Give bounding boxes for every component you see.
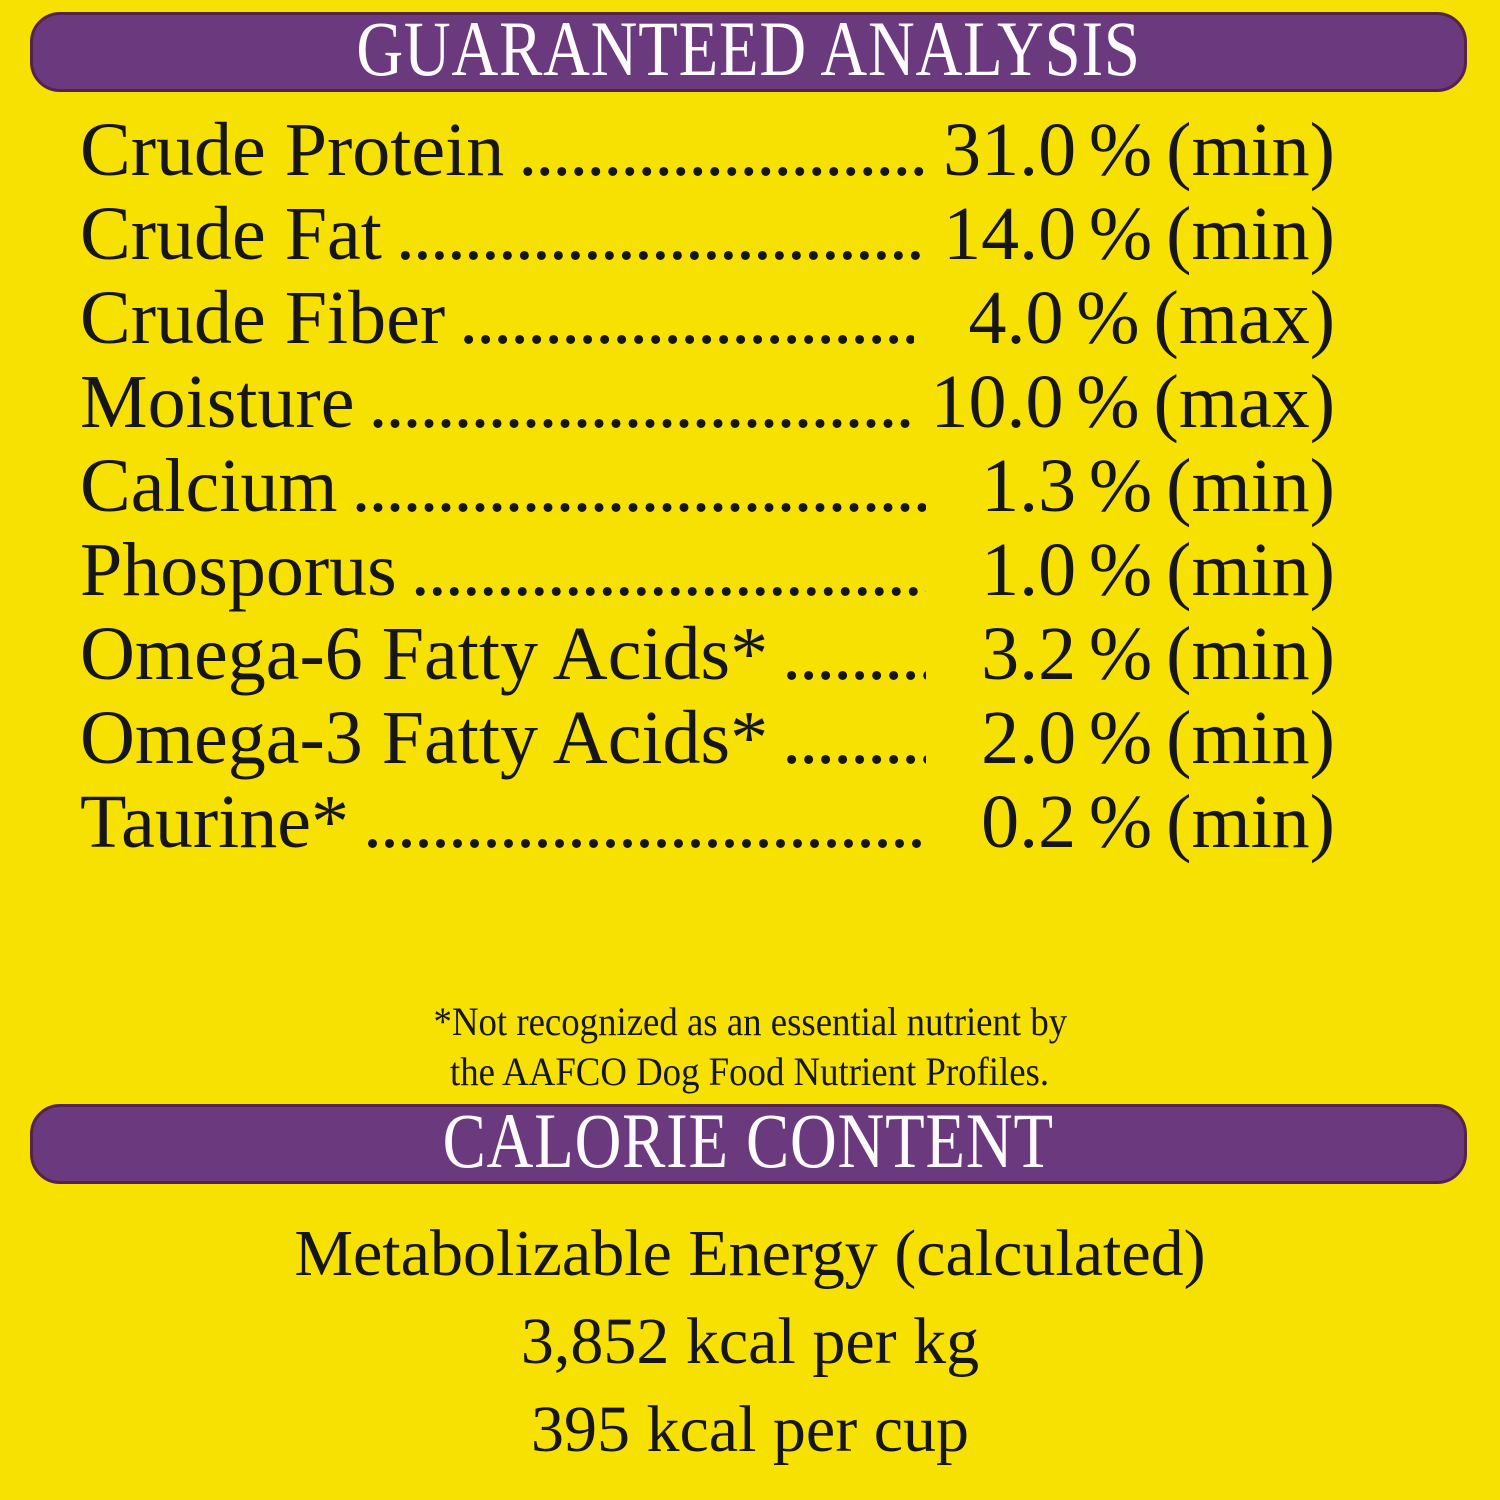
kcal-per-kg-line: 3,852 kcal per kg <box>520 1305 980 1378</box>
percent-sign: % <box>1076 360 1140 444</box>
guaranteed-analysis-title: GUARANTEED ANALYSIS <box>356 5 1141 92</box>
dot-leader: ........................................… <box>782 696 926 780</box>
nutrient-qualifier: (min) <box>1166 192 1335 276</box>
nutrient-qualifier: (min) <box>1166 780 1335 864</box>
nutrient-qualifier: (min) <box>1166 108 1335 192</box>
dot-leader: ........................................… <box>368 360 913 444</box>
analysis-row: Phosporus ..............................… <box>80 528 1335 612</box>
analysis-row: Crude Fiber ............................… <box>80 276 1335 360</box>
percent-sign: % <box>1076 276 1140 360</box>
nutrient-qualifier: (max) <box>1153 276 1335 360</box>
analysis-row: Taurine* ...............................… <box>80 780 1335 864</box>
nutrient-label: Calcium <box>80 444 338 528</box>
analysis-row: Crude Protein ..........................… <box>80 108 1335 192</box>
nutrient-label: Crude Protein <box>80 108 505 192</box>
calorie-content-block: Metabolizable Energy (calculated) 3,852 … <box>0 1210 1500 1474</box>
nutrient-label: Omega-3 Fatty Acids* <box>80 696 769 780</box>
dot-leader: ........................................… <box>395 192 926 276</box>
nutrient-qualifier: (min) <box>1166 528 1335 612</box>
calorie-content-title: CALORIE CONTENT <box>442 1097 1055 1184</box>
analysis-table: Crude Protein ..........................… <box>80 108 1335 864</box>
footnote-line-1: *Not recognized as an essential nutrient… <box>433 999 1067 1044</box>
nutrient-value: 4.0 <box>968 276 1064 360</box>
nutrient-label: Omega-6 Fatty Acids* <box>80 612 769 696</box>
nutrient-qualifier: (max) <box>1153 360 1335 444</box>
dot-leader: ........................................… <box>363 780 926 864</box>
nutrient-label: Crude Fiber <box>80 276 446 360</box>
percent-sign: % <box>1088 108 1153 192</box>
aafco-footnote: *Not recognized as an essential nutrient… <box>0 997 1500 1097</box>
nutrient-label: Moisture <box>80 360 355 444</box>
nutrient-value: 0.2 <box>981 780 1077 864</box>
nutrient-value: 1.3 <box>981 444 1077 528</box>
metabolizable-energy-line: Metabolizable Energy (calculated) <box>294 1217 1206 1290</box>
nutrient-label: Crude Fat <box>80 192 382 276</box>
nutrient-value: 3.2 <box>981 612 1077 696</box>
nutrient-qualifier: (min) <box>1166 696 1335 780</box>
nutrient-qualifier: (min) <box>1166 612 1335 696</box>
nutrient-value: 14.0 <box>943 192 1077 276</box>
nutrient-label: Taurine* <box>80 780 350 864</box>
kcal-per-cup-line: 395 kcal per cup <box>531 1393 969 1466</box>
analysis-row: Calcium ................................… <box>80 444 1335 528</box>
dot-leader: ........................................… <box>459 276 913 360</box>
percent-sign: % <box>1088 780 1153 864</box>
percent-sign: % <box>1088 612 1153 696</box>
calorie-content-header-bar: CALORIE CONTENT <box>30 1097 1467 1184</box>
percent-sign: % <box>1088 444 1153 528</box>
analysis-row: Moisture ...............................… <box>80 360 1335 444</box>
percent-sign: % <box>1088 696 1153 780</box>
dot-leader: ........................................… <box>782 612 926 696</box>
dot-leader: ........................................… <box>518 108 927 192</box>
percent-sign: % <box>1088 528 1153 612</box>
analysis-row: Omega-3 Fatty Acids* ...................… <box>80 696 1335 780</box>
percent-sign: % <box>1088 192 1153 276</box>
guaranteed-analysis-header-bar: GUARANTEED ANALYSIS <box>30 5 1467 92</box>
dot-leader: ........................................… <box>410 528 926 612</box>
nutrient-value: 10.0 <box>930 360 1064 444</box>
nutrient-qualifier: (min) <box>1166 444 1335 528</box>
footnote-line-2: the AAFCO Dog Food Nutrient Profiles. <box>450 1049 1050 1094</box>
analysis-row: Crude Fat ..............................… <box>80 192 1335 276</box>
analysis-row: Omega-6 Fatty Acids* ...................… <box>80 612 1335 696</box>
nutrient-value: 31.0 <box>943 108 1077 192</box>
dot-leader: ........................................… <box>351 444 927 528</box>
nutrient-label: Phosporus <box>80 528 397 612</box>
nutrient-value: 2.0 <box>981 696 1077 780</box>
nutrient-value: 1.0 <box>981 528 1077 612</box>
